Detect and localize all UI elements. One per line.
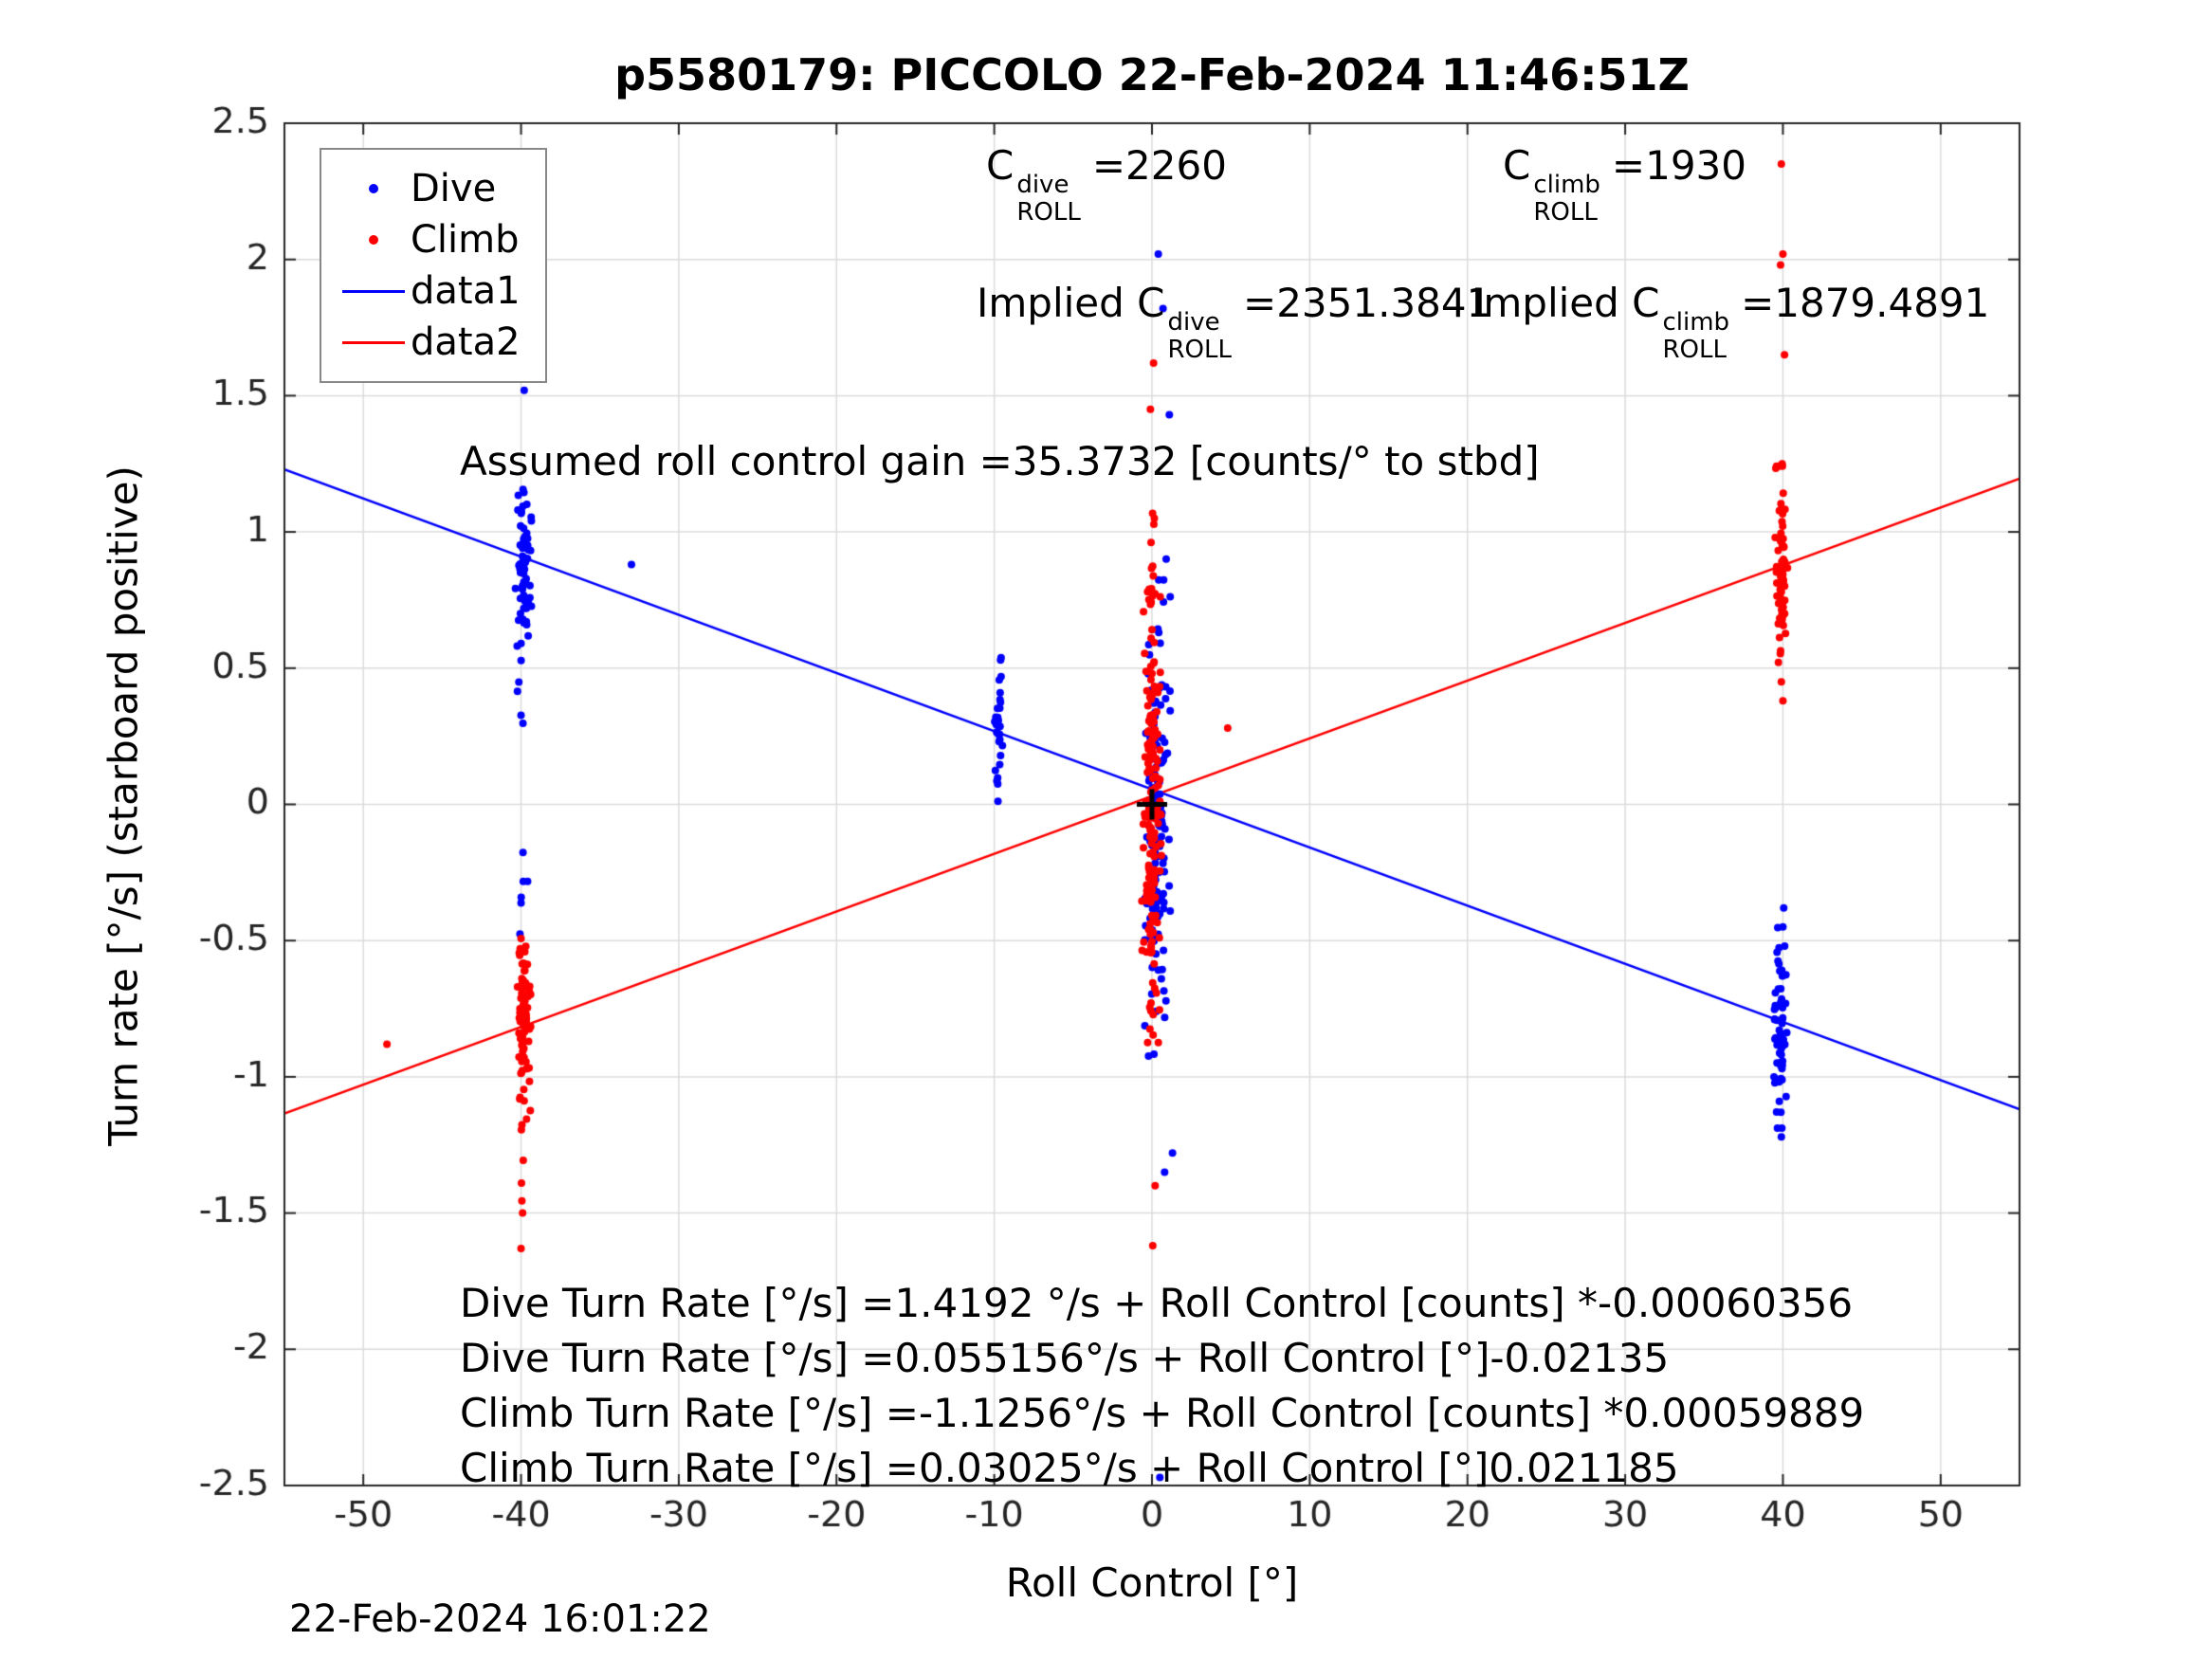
legend-item-dive: Dive bbox=[337, 163, 521, 214]
c-symbol: C bbox=[1503, 142, 1531, 189]
sup-sub: dive ROLL bbox=[1016, 171, 1081, 228]
legend-label: data1 bbox=[411, 269, 521, 313]
legend: Dive Climb data1 data2 bbox=[320, 148, 547, 383]
c-symbol: C bbox=[1137, 280, 1165, 326]
data1-line-icon bbox=[337, 289, 411, 293]
sup-sub: dive ROLL bbox=[1167, 308, 1232, 365]
sup-sub: climb ROLL bbox=[1662, 308, 1730, 365]
climb-marker-icon bbox=[337, 235, 411, 245]
c-symbol: C bbox=[1632, 280, 1660, 326]
annotation-dive-fit-degrees: Dive Turn Rate [°/s] =0.055156°/s + Roll… bbox=[460, 1335, 1670, 1381]
chart-title: p5580179: PICCOLO 22-Feb-2024 11:46:51Z bbox=[614, 49, 1690, 100]
c-symbol: C bbox=[986, 142, 1015, 189]
annotation-climb-fit-counts: Climb Turn Rate [°/s] =-1.1256°/s + Roll… bbox=[460, 1390, 1865, 1436]
legend-label: Climb bbox=[411, 218, 520, 262]
y-axis-label: Turn rate [°/s] (starboard positive) bbox=[100, 465, 147, 1146]
x-axis-label: Roll Control [°] bbox=[1005, 1559, 1299, 1606]
legend-item-climb: Climb bbox=[337, 214, 521, 265]
dive-marker-icon bbox=[337, 184, 411, 193]
legend-label: Dive bbox=[411, 167, 497, 210]
data2-line-icon bbox=[337, 340, 411, 344]
annotation-climb-fit-degrees: Climb Turn Rate [°/s] =0.03025°/s + Roll… bbox=[460, 1445, 1679, 1491]
timestamp: 22-Feb-2024 16:01:22 bbox=[289, 1597, 711, 1641]
legend-label: data2 bbox=[411, 320, 521, 364]
legend-item-data1: data1 bbox=[337, 265, 521, 317]
legend-item-data2: data2 bbox=[337, 317, 521, 368]
annotation-dive-fit-counts: Dive Turn Rate [°/s] =1.4192 °/s + Roll … bbox=[460, 1280, 1854, 1326]
annotation-roll-gain: Assumed roll control gain =35.3732 [coun… bbox=[460, 438, 1540, 484]
sup-sub: climb ROLL bbox=[1533, 171, 1600, 228]
